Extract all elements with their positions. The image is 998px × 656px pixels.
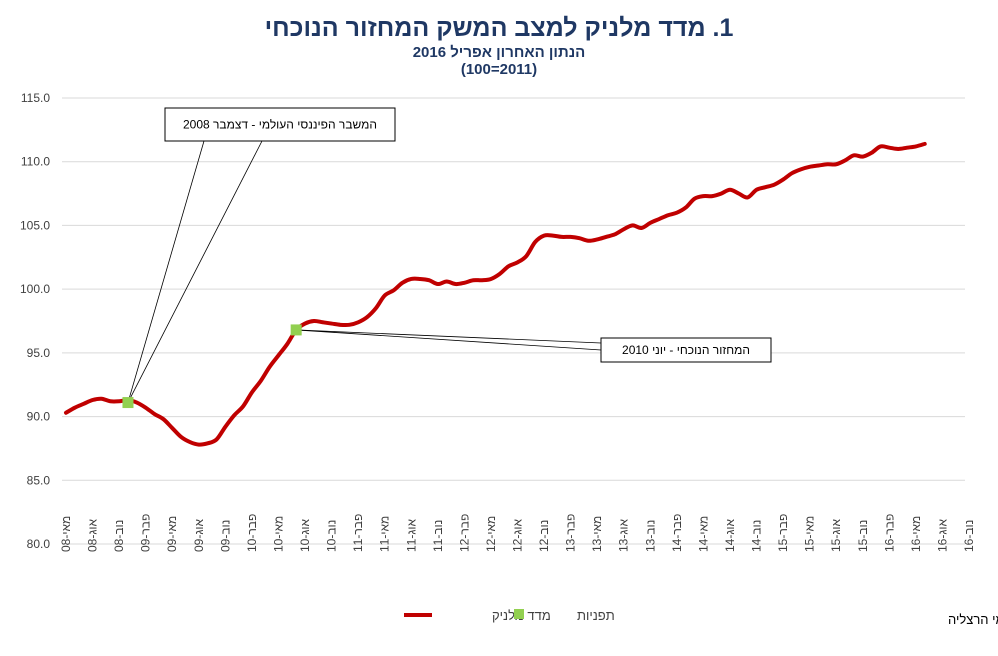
annotation-leader-line — [127, 140, 205, 403]
annotation-leader-line — [127, 140, 263, 403]
x-tick-label: מאי-10 — [271, 516, 285, 552]
chart-subtitle: הנתון האחרון אפריל 2016 — [413, 44, 586, 61]
x-tick-label: פבר-12 — [457, 514, 471, 552]
grid-lines — [62, 97, 965, 545]
annotation-box — [164, 107, 396, 142]
legend-label-turning-points: תפניות — [577, 608, 615, 623]
x-tick-label: פבר-09 — [139, 514, 153, 552]
x-tick-label: מאי-11 — [378, 516, 392, 552]
x-tick-label: אוג-15 — [829, 518, 843, 552]
x-tick-label: פבר-10 — [245, 514, 259, 552]
x-tick-label: פבר-16 — [882, 514, 896, 552]
x-tick-label: נוב-12 — [537, 520, 551, 552]
x-axis-tick-labels: מאי-08 אוג-08 נוב-08 פבר-09 מאי-09 אוג-09 נוב-… — [59, 514, 976, 552]
x-tick-label: אוג-11 — [404, 518, 418, 552]
y-tick-label: 95.0 — [27, 346, 51, 360]
x-tick-label: אוג-13 — [617, 518, 631, 552]
x-tick-label: אוג-10 — [298, 518, 312, 552]
source-note: פרופ' רפי מלניק, המרכז הבינתחומי הרצליה — [948, 612, 998, 627]
series-lines — [64, 141, 927, 447]
y-tick-label: 90.0 — [27, 410, 51, 424]
x-tick-label: נוב-13 — [643, 520, 657, 552]
x-tick-label: נוב-14 — [750, 520, 764, 552]
y-axis-tick-labels: 80.0 85.0 90.0 95.0 100.0 105.0 110.0 115.0 — [20, 91, 50, 551]
x-tick-label: נוב-09 — [218, 520, 232, 552]
annotation-leader-lines — [127, 140, 602, 403]
chart-subtitle-base: (100=2011) — [461, 61, 537, 78]
x-tick-label: אוג-14 — [723, 518, 737, 552]
x-tick-label: מאי-09 — [165, 516, 179, 552]
x-tick-label: פבר-15 — [776, 514, 790, 552]
x-tick-label: נוב-11 — [431, 520, 445, 552]
x-tick-label: מאי-13 — [590, 516, 604, 552]
y-tick-label: 85.0 — [27, 473, 51, 487]
annotation-leader-line — [296, 329, 602, 344]
x-tick-label: נוב-08 — [112, 520, 126, 552]
series-line-melnick-index — [64, 141, 927, 447]
annotation-leader-line — [296, 329, 602, 351]
y-tick-label: 115.0 — [21, 91, 50, 105]
annotation-callouts: המשבר הפיננסי העולמי - דצמבר 2008 המחזור … — [164, 107, 772, 363]
y-tick-label: 110.0 — [21, 155, 50, 169]
x-tick-label: מאי-16 — [909, 516, 923, 552]
x-tick-label: מאי-12 — [484, 516, 498, 552]
x-tick-label: פבר-11 — [351, 514, 365, 552]
chart-title: 1. מדד מלניק למצב המשק המחזור הנוכחי — [265, 14, 734, 42]
x-tick-label: מאי-14 — [696, 516, 710, 552]
x-tick-label: אוג-12 — [511, 518, 525, 552]
y-tick-label: 100.0 — [20, 282, 50, 296]
x-tick-label: מאי-15 — [803, 516, 817, 552]
turning-point-markers — [122, 324, 302, 409]
legend: מדד מלניק תפניות — [404, 608, 615, 623]
turning-point-marker — [290, 324, 302, 336]
x-tick-label: אוג-16 — [935, 518, 949, 552]
y-tick-label: 105.0 — [20, 218, 50, 232]
x-tick-label: נוב-10 — [325, 520, 339, 552]
x-tick-label: נוב-15 — [856, 520, 870, 552]
x-tick-label: פבר-14 — [670, 514, 684, 552]
annotation-text: המשבר הפיננסי העולמי - דצמבר 2008 — [183, 118, 377, 132]
x-tick-label: אוג-09 — [192, 518, 206, 552]
annotation-box — [600, 337, 772, 363]
x-tick-label: נוב-16 — [962, 520, 976, 552]
y-tick-label: 80.0 — [27, 537, 51, 551]
x-tick-label: אוג-08 — [86, 518, 100, 552]
x-tick-label: מאי-08 — [59, 516, 73, 552]
turning-point-marker — [122, 397, 134, 409]
annotation-text: המחזור הנוכחי - יוני 2010 — [622, 343, 750, 357]
x-tick-label: פבר-13 — [564, 514, 578, 552]
legend-swatch-turning-points — [514, 609, 524, 619]
